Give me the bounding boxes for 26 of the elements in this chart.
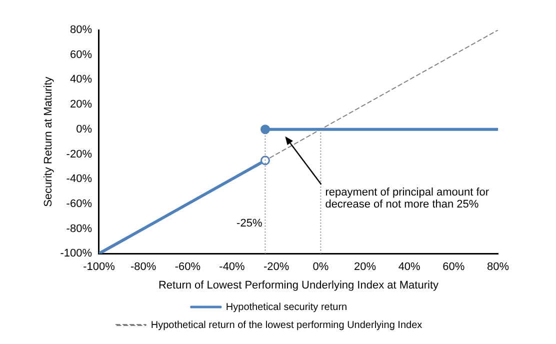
x-tick-label: 40%: [398, 261, 421, 274]
x-tick-label: 0%: [312, 261, 329, 274]
y-tick-label: 80%: [70, 24, 92, 36]
x-tick-label: -60%: [174, 261, 201, 274]
y-tick-label: 0%: [76, 123, 92, 136]
y-tick-label: 40%: [70, 74, 92, 86]
y-tick-label: -100%: [60, 248, 92, 260]
y-tick-label: 20%: [70, 98, 92, 111]
x-tick-label: 80%: [486, 261, 510, 274]
y-axis-title: Security Return at Maturity: [42, 76, 55, 207]
legend-label: Hypothetical security return: [226, 302, 348, 313]
x-tick-label: -80%: [130, 261, 156, 274]
legend-label: Hypothetical return of the lowest performing Underlying Index: [150, 320, 422, 331]
y-tick-label: -40%: [66, 173, 92, 186]
ref-line-label: -25%: [236, 218, 262, 230]
y-tick-label: -20%: [66, 148, 92, 160]
x-tick-label: -20%: [263, 261, 290, 274]
annotation: repayment of principal amount for decrease of not more than 25%: [325, 186, 490, 210]
x-tick-label: -100%: [83, 261, 116, 274]
x-axis-title: Return of Lowest Performing Underlying Index at Maturity: [158, 279, 439, 292]
y-tick-label: 60%: [70, 48, 92, 61]
x-tick-label: 60%: [442, 261, 465, 274]
x-tick-label: 20%: [354, 261, 376, 274]
y-tick-label: -80%: [66, 222, 92, 235]
y-tick-label: -60%: [66, 198, 92, 210]
x-tick-label: -40%: [219, 261, 246, 274]
